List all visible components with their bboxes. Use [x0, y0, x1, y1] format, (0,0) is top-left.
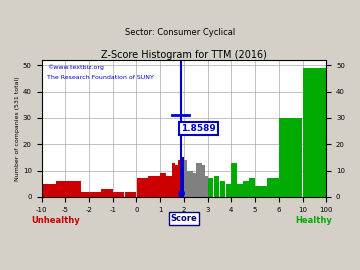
Bar	[178, 160, 181, 197]
Bar	[249, 178, 255, 197]
Bar	[172, 163, 175, 197]
Bar	[279, 118, 302, 197]
Bar	[231, 163, 237, 197]
Bar	[205, 176, 208, 197]
Bar	[81, 191, 85, 197]
Bar	[225, 184, 231, 197]
Bar	[199, 163, 202, 197]
Text: Unhealthy: Unhealthy	[31, 216, 80, 225]
Bar	[202, 165, 204, 197]
Bar	[113, 191, 125, 197]
Bar	[190, 171, 193, 197]
Bar	[184, 160, 187, 197]
Bar	[261, 186, 267, 197]
Bar	[196, 163, 199, 197]
Bar	[303, 68, 326, 197]
Text: Sector: Consumer Cyclical: Sector: Consumer Cyclical	[125, 28, 235, 37]
Bar	[42, 184, 55, 197]
Bar	[220, 181, 225, 197]
Bar	[243, 181, 249, 197]
Bar	[267, 178, 279, 197]
Bar	[237, 184, 243, 197]
Y-axis label: Number of companies (531 total): Number of companies (531 total)	[15, 76, 20, 181]
Bar	[166, 176, 172, 197]
Bar	[193, 173, 196, 197]
Bar	[208, 178, 213, 197]
Bar	[148, 176, 160, 197]
Bar	[213, 176, 219, 197]
Bar	[181, 157, 184, 197]
Bar	[56, 181, 65, 197]
Bar	[89, 191, 101, 197]
Bar	[66, 181, 81, 197]
Bar	[125, 191, 136, 197]
Bar	[255, 186, 261, 197]
Text: The Research Foundation of SUNY: The Research Foundation of SUNY	[47, 75, 154, 80]
Bar	[160, 173, 166, 197]
Bar	[85, 191, 89, 197]
X-axis label: Score: Score	[171, 214, 197, 223]
Bar	[136, 178, 148, 197]
Bar	[187, 171, 190, 197]
Text: Healthy: Healthy	[296, 216, 332, 225]
Bar	[175, 165, 178, 197]
Text: 1.8589: 1.8589	[181, 124, 216, 133]
Title: Z-Score Histogram for TTM (2016): Z-Score Histogram for TTM (2016)	[101, 50, 267, 60]
Bar	[101, 189, 113, 197]
Text: ©www.textbiz.org: ©www.textbiz.org	[47, 64, 104, 70]
